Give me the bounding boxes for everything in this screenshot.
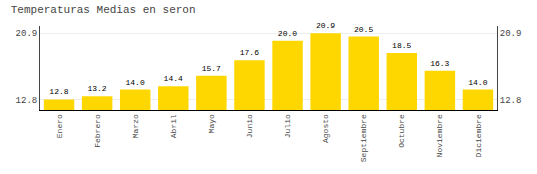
svg-text:20.5: 20.5 bbox=[354, 25, 373, 34]
svg-text:14.0: 14.0 bbox=[126, 78, 145, 87]
svg-text:12.8: 12.8 bbox=[49, 87, 68, 96]
svg-text:Junio: Junio bbox=[245, 114, 254, 138]
svg-text:Diciembre: Diciembre bbox=[474, 114, 483, 157]
svg-text:12.8: 12.8 bbox=[16, 96, 38, 106]
svg-text:16.3: 16.3 bbox=[430, 59, 449, 68]
svg-text:14.0: 14.0 bbox=[468, 78, 487, 87]
svg-text:14.4: 14.4 bbox=[164, 74, 183, 83]
svg-text:Enero: Enero bbox=[55, 114, 64, 138]
svg-text:15.7: 15.7 bbox=[202, 64, 221, 73]
svg-text:Febrero: Febrero bbox=[93, 114, 102, 148]
svg-text:12.8: 12.8 bbox=[500, 96, 522, 106]
svg-text:Agosto: Agosto bbox=[321, 114, 330, 143]
svg-text:17.6: 17.6 bbox=[240, 48, 259, 57]
svg-text:Noviembre: Noviembre bbox=[435, 114, 444, 157]
svg-text:Julio: Julio bbox=[283, 114, 292, 138]
svg-text:Mayo: Mayo bbox=[207, 114, 216, 133]
svg-text:20.9: 20.9 bbox=[500, 29, 522, 39]
svg-text:20.0: 20.0 bbox=[278, 29, 297, 38]
svg-text:20.9: 20.9 bbox=[16, 29, 38, 39]
svg-text:Marzo: Marzo bbox=[131, 114, 140, 138]
svg-text:Abril: Abril bbox=[169, 114, 178, 138]
svg-text:Septiembre: Septiembre bbox=[359, 114, 368, 162]
svg-text:18.5: 18.5 bbox=[392, 41, 411, 50]
svg-text:20.9: 20.9 bbox=[316, 21, 335, 30]
svg-text:13.2: 13.2 bbox=[87, 84, 106, 93]
svg-text:Temperaturas Medias en seron: Temperaturas Medias en seron bbox=[11, 4, 196, 16]
svg-text:Octubre: Octubre bbox=[397, 114, 406, 148]
